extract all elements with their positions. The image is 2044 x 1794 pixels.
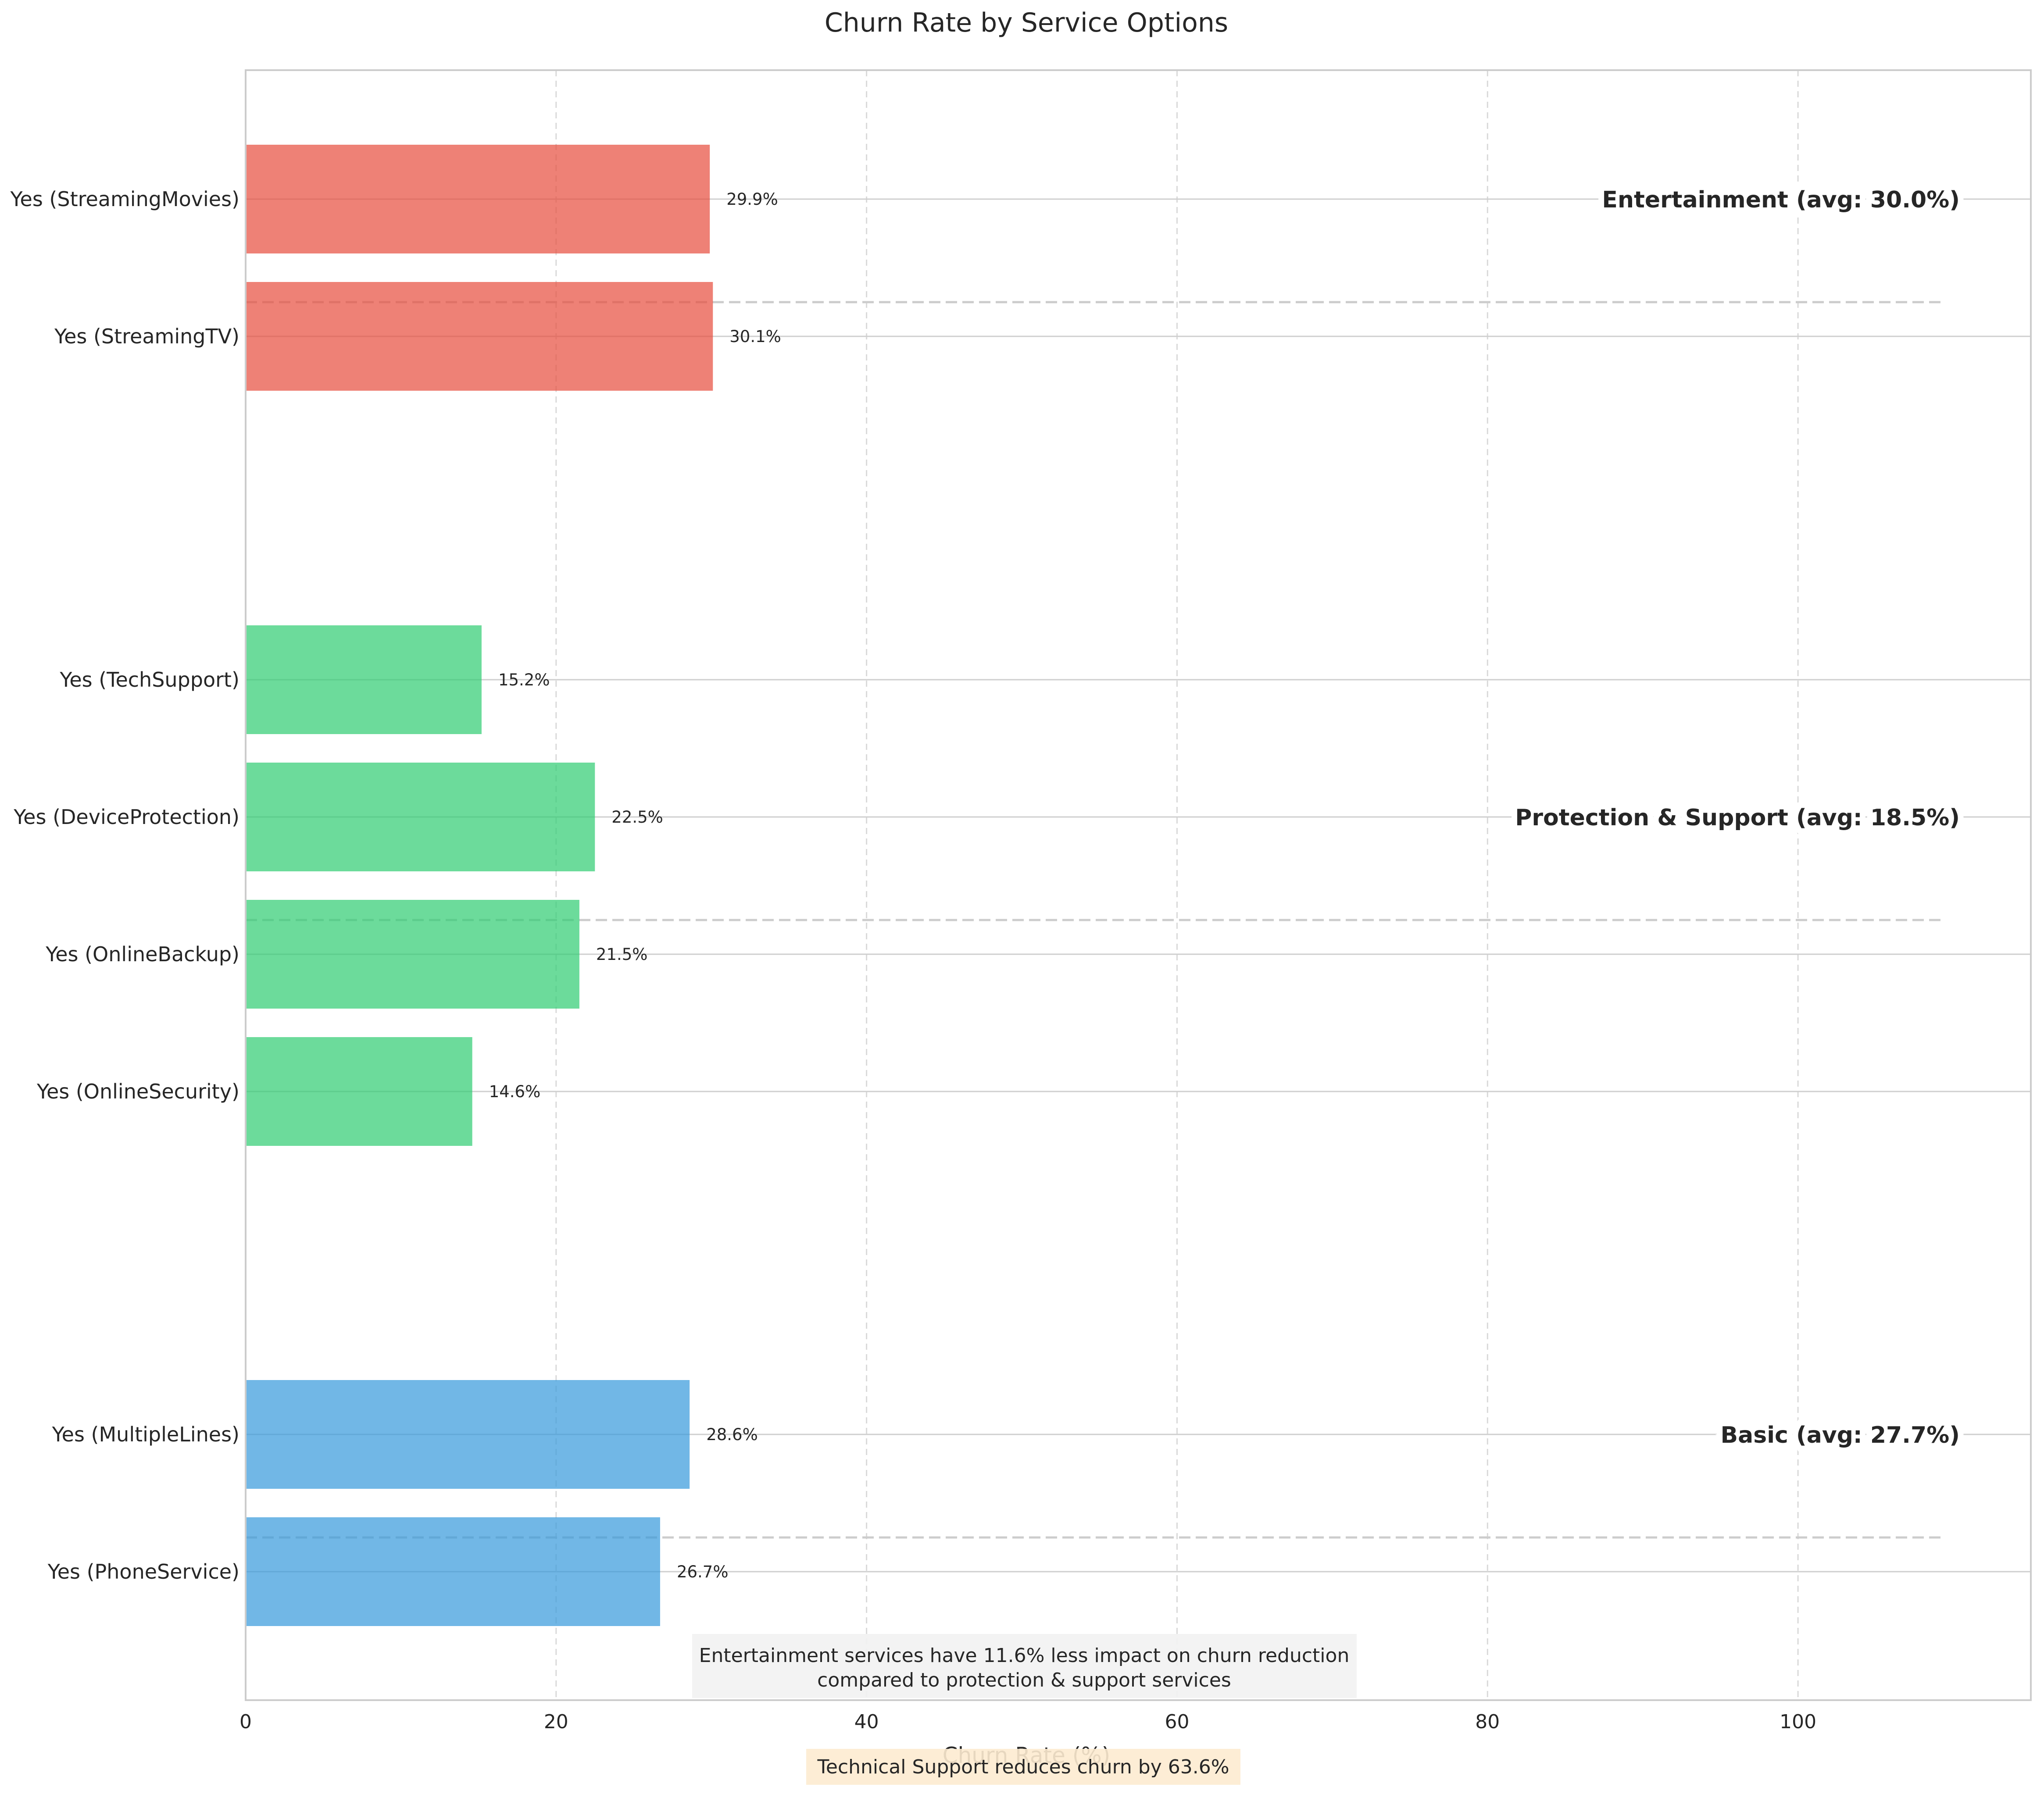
category-label-yes-streamingmovies: Yes (StreamingMovies) <box>10 187 239 211</box>
plot-frame <box>245 69 2032 1701</box>
annotations: Entertainment services have 11.6% less i… <box>692 1634 1357 1785</box>
bars <box>246 145 713 1626</box>
bar-yes-phoneservice <box>246 1517 660 1626</box>
value-label-yes-techsupport: 15.2% <box>498 671 550 689</box>
category-label-yes-multiplelines: Yes (MultipleLines) <box>52 1423 239 1446</box>
bar-yes-multiplelines <box>246 1380 690 1489</box>
value-label-yes-deviceprotection: 22.5% <box>611 808 663 827</box>
bar-yes-onlinesecurity <box>246 1037 472 1146</box>
tech-support-annotation: Technical Support reduces churn by 63.6% <box>817 1756 1229 1778</box>
category-label-yes-onlinebackup: Yes (OnlineBackup) <box>45 942 239 966</box>
comparison-annotation-line-2: compared to protection & support service… <box>817 1669 1231 1691</box>
x-tick-label-100: 100 <box>1780 1711 1816 1733</box>
category-label-yes-streamingtv: Yes (StreamingTV) <box>54 325 239 348</box>
x-tick-label-60: 60 <box>1165 1711 1189 1733</box>
x-tick-labels: 0 20 40 60 80 100 <box>239 1711 1816 1733</box>
bar-yes-streamingmovies <box>246 145 710 253</box>
value-label-yes-streamingtv: 30.1% <box>729 327 781 346</box>
category-label-yes-onlinesecurity: Yes (OnlineSecurity) <box>36 1080 239 1103</box>
bar-yes-streamingtv <box>246 282 713 391</box>
value-label-yes-onlinesecurity: 14.6% <box>489 1082 541 1101</box>
bar-yes-techsupport <box>246 625 482 734</box>
bar-yes-onlinebackup <box>246 900 579 1009</box>
category-labels: Yes (StreamingMovies) Yes (StreamingTV) Ye… <box>10 187 239 1584</box>
chart-title: Churn Rate by Service Options <box>825 7 1228 38</box>
tech-support-annotation-box <box>806 1749 1240 1785</box>
category-label-yes-phoneservice: Yes (PhoneService) <box>47 1560 239 1584</box>
value-label-yes-multiplelines: 28.6% <box>706 1425 758 1444</box>
comparison-annotation-box <box>692 1634 1357 1698</box>
group-label-protection-support: Protection & Support (avg: 18.5%) <box>1515 805 1960 831</box>
bar-yes-deviceprotection <box>246 763 595 871</box>
category-label-yes-techsupport: Yes (TechSupport) <box>59 668 239 692</box>
value-label-yes-phoneservice: 26.7% <box>677 1562 729 1581</box>
group-label-basic: Basic (avg: 27.7%) <box>1721 1422 1960 1448</box>
x-tick-label-0: 0 <box>239 1711 252 1733</box>
group-labels: Entertainment (avg: 30.0%) Protection & S… <box>1509 181 1965 1454</box>
value-label-yes-streamingmovies: 29.9% <box>726 190 778 209</box>
x-tick-label-80: 80 <box>1475 1711 1500 1733</box>
group-label-entertainment: Entertainment (avg: 30.0%) <box>1602 187 1960 213</box>
comparison-annotation-line-1: Entertainment services have 11.6% less i… <box>699 1644 1350 1667</box>
x-tick-label-40: 40 <box>854 1711 879 1733</box>
x-tick-label-20: 20 <box>544 1711 568 1733</box>
category-label-yes-deviceprotection: Yes (DeviceProtection) <box>13 805 239 829</box>
value-labels: 29.9% 30.1% 15.2% 22.5% 21.5% 14.6% 28.6% 26.7% <box>489 190 781 1581</box>
value-label-yes-onlinebackup: 21.5% <box>596 945 648 964</box>
